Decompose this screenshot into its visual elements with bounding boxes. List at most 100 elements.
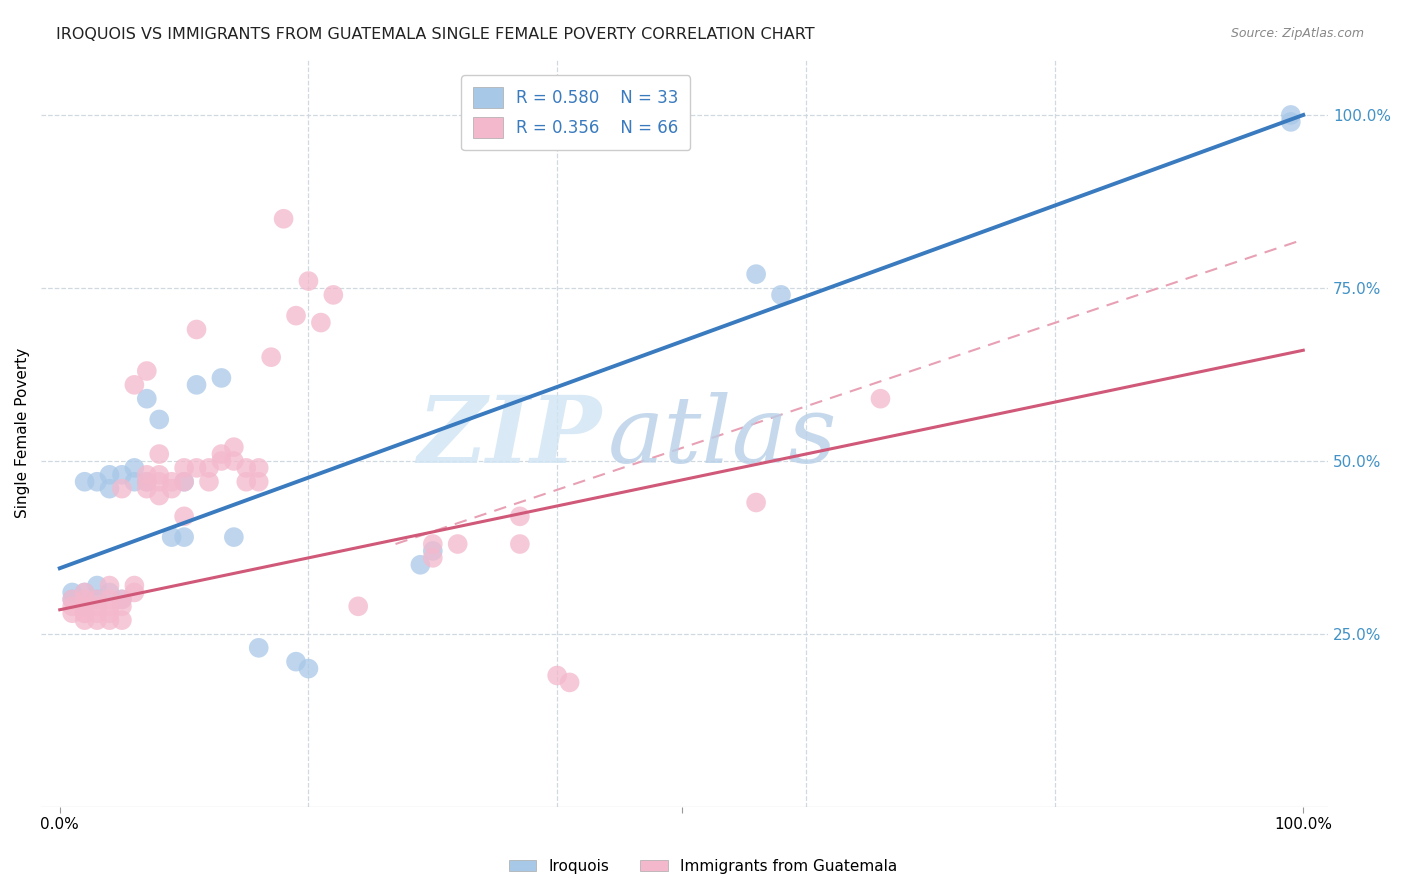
Point <box>135 467 157 482</box>
Point <box>60 599 83 614</box>
Point <box>160 530 183 544</box>
Point <box>60 585 83 599</box>
Point <box>422 544 444 558</box>
Point <box>235 475 257 489</box>
Point <box>86 475 108 489</box>
Point <box>135 475 157 489</box>
Point <box>322 288 344 302</box>
Point <box>73 599 96 614</box>
Point <box>173 475 195 489</box>
Point <box>546 668 568 682</box>
Point <box>73 613 96 627</box>
Point <box>135 392 157 406</box>
Point <box>60 592 83 607</box>
Point <box>98 592 121 607</box>
Point <box>186 377 208 392</box>
Point <box>86 599 108 614</box>
Point <box>173 475 195 489</box>
Point <box>222 440 245 454</box>
Point <box>222 454 245 468</box>
Point <box>160 475 183 489</box>
Point <box>235 461 257 475</box>
Legend: R = 0.580    N = 33, R = 0.356    N = 66: R = 0.580 N = 33, R = 0.356 N = 66 <box>461 76 690 150</box>
Point <box>124 475 146 489</box>
Point <box>869 392 891 406</box>
Point <box>209 371 232 385</box>
Text: ZIP: ZIP <box>416 392 600 482</box>
Point <box>86 592 108 607</box>
Point <box>769 288 792 302</box>
Point <box>347 599 370 614</box>
Point <box>98 585 121 599</box>
Point <box>98 599 121 614</box>
Point <box>1279 108 1302 122</box>
Point <box>148 447 170 461</box>
Y-axis label: Single Female Poverty: Single Female Poverty <box>15 348 30 518</box>
Point <box>297 662 319 676</box>
Point <box>247 461 270 475</box>
Point <box>73 592 96 607</box>
Point <box>135 482 157 496</box>
Point <box>111 467 134 482</box>
Point <box>285 655 308 669</box>
Point <box>260 350 283 364</box>
Point <box>247 475 270 489</box>
Point <box>173 530 195 544</box>
Point <box>111 592 134 607</box>
Point <box>135 364 157 378</box>
Point <box>209 447 232 461</box>
Point <box>124 461 146 475</box>
Point <box>111 599 134 614</box>
Point <box>98 613 121 627</box>
Point <box>98 467 121 482</box>
Point <box>745 267 768 281</box>
Point <box>247 640 270 655</box>
Point <box>111 592 134 607</box>
Point <box>73 475 96 489</box>
Point <box>124 377 146 392</box>
Point <box>309 316 332 330</box>
Point <box>285 309 308 323</box>
Point <box>73 599 96 614</box>
Point <box>222 530 245 544</box>
Point <box>186 322 208 336</box>
Point <box>422 537 444 551</box>
Point <box>745 495 768 509</box>
Point <box>73 606 96 620</box>
Point <box>509 509 531 524</box>
Point <box>558 675 581 690</box>
Point <box>1279 115 1302 129</box>
Point <box>86 578 108 592</box>
Point <box>422 550 444 565</box>
Point <box>198 461 221 475</box>
Point <box>148 475 170 489</box>
Point <box>86 606 108 620</box>
Point <box>111 613 134 627</box>
Point <box>60 606 83 620</box>
Point <box>148 412 170 426</box>
Point <box>198 475 221 489</box>
Point <box>73 606 96 620</box>
Text: IROQUOIS VS IMMIGRANTS FROM GUATEMALA SINGLE FEMALE POVERTY CORRELATION CHART: IROQUOIS VS IMMIGRANTS FROM GUATEMALA SI… <box>56 27 815 42</box>
Point <box>98 606 121 620</box>
Point <box>124 585 146 599</box>
Legend: Iroquois, Immigrants from Guatemala: Iroquois, Immigrants from Guatemala <box>503 853 903 880</box>
Point <box>297 274 319 288</box>
Point <box>86 592 108 607</box>
Point <box>124 578 146 592</box>
Point <box>73 585 96 599</box>
Point <box>135 475 157 489</box>
Point <box>98 578 121 592</box>
Point <box>98 482 121 496</box>
Point <box>173 461 195 475</box>
Text: Source: ZipAtlas.com: Source: ZipAtlas.com <box>1230 27 1364 40</box>
Point <box>409 558 432 572</box>
Point <box>160 482 183 496</box>
Point <box>86 613 108 627</box>
Point <box>60 592 83 607</box>
Point <box>447 537 470 551</box>
Point <box>111 482 134 496</box>
Point <box>509 537 531 551</box>
Point <box>186 461 208 475</box>
Point <box>148 467 170 482</box>
